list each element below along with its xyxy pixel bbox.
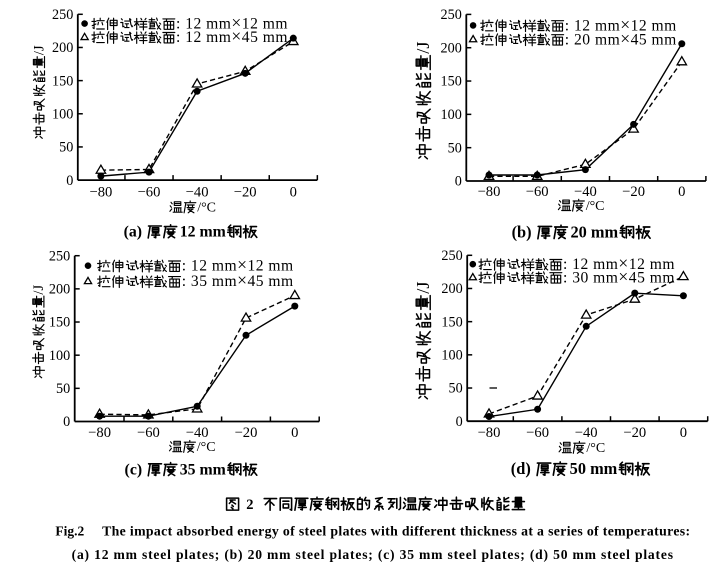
svg-text:−20: −20 bbox=[623, 425, 646, 441]
svg-text:0: 0 bbox=[680, 425, 687, 441]
svg-text:: 12 mm×12 mm: : 12 mm×12 mm bbox=[176, 13, 288, 33]
svg-text:/J: /J bbox=[31, 285, 47, 295]
svg-text:50 mm: 50 mm bbox=[570, 459, 618, 478]
svg-text:−80: −80 bbox=[88, 425, 111, 441]
svg-text:200: 200 bbox=[441, 40, 462, 56]
svg-text:100: 100 bbox=[49, 348, 70, 364]
svg-text:: 35 mm×45 mm: : 35 mm×45 mm bbox=[182, 270, 294, 290]
svg-text:(a): (a) bbox=[124, 224, 146, 241]
svg-text:−60: −60 bbox=[138, 185, 161, 201]
svg-text:Fig.2: Fig.2 bbox=[55, 523, 84, 538]
svg-text:−20: −20 bbox=[234, 185, 257, 201]
svg-text:35 mm: 35 mm bbox=[180, 461, 226, 478]
svg-text:: 12 mm×12 mm: : 12 mm×12 mm bbox=[563, 253, 675, 273]
svg-text:50: 50 bbox=[56, 381, 70, 397]
svg-text:−40: −40 bbox=[575, 425, 598, 441]
svg-text:200: 200 bbox=[52, 40, 73, 56]
svg-text:: 12 mm×12 mm: : 12 mm×12 mm bbox=[182, 255, 294, 275]
svg-text:100: 100 bbox=[52, 106, 73, 122]
svg-text:0: 0 bbox=[678, 184, 685, 200]
svg-text:−80: −80 bbox=[478, 184, 501, 200]
svg-text:−80: −80 bbox=[89, 185, 112, 201]
svg-text:/J: /J bbox=[413, 42, 433, 54]
svg-text:−40: −40 bbox=[574, 184, 597, 200]
svg-text:/°C: /°C bbox=[586, 441, 605, 456]
svg-text:−60: −60 bbox=[137, 425, 160, 441]
svg-text:50: 50 bbox=[449, 381, 463, 397]
svg-text:−20: −20 bbox=[235, 425, 258, 441]
svg-text:100: 100 bbox=[441, 348, 462, 364]
svg-text:50: 50 bbox=[59, 140, 73, 156]
svg-text:250: 250 bbox=[49, 248, 70, 264]
svg-text:0: 0 bbox=[290, 185, 297, 201]
svg-text:250: 250 bbox=[441, 7, 462, 23]
svg-text:150: 150 bbox=[52, 73, 73, 89]
svg-text:0: 0 bbox=[66, 173, 73, 189]
svg-text:−40: −40 bbox=[186, 185, 209, 201]
svg-text:200: 200 bbox=[441, 281, 462, 297]
svg-text:12 mm: 12 mm bbox=[180, 224, 226, 241]
svg-text:0: 0 bbox=[455, 174, 462, 190]
svg-text:−40: −40 bbox=[186, 425, 209, 441]
svg-text:0: 0 bbox=[291, 425, 298, 441]
svg-text:: 12 mm×12 mm: : 12 mm×12 mm bbox=[565, 14, 677, 34]
svg-text:0: 0 bbox=[456, 414, 463, 430]
svg-text:150: 150 bbox=[49, 315, 70, 331]
svg-text:/°C: /°C bbox=[197, 201, 216, 216]
svg-text:−60: −60 bbox=[526, 425, 549, 441]
svg-text:0: 0 bbox=[63, 414, 70, 430]
svg-text:100: 100 bbox=[441, 107, 462, 123]
svg-text:(b): (b) bbox=[512, 222, 536, 241]
svg-text:50: 50 bbox=[448, 140, 462, 156]
svg-text:200: 200 bbox=[49, 282, 70, 298]
svg-text:: 30 mm×45 mm: : 30 mm×45 mm bbox=[563, 266, 675, 286]
svg-text:The impact absorbed energy of: The impact absorbed energy of steel plat… bbox=[102, 523, 690, 538]
svg-text:250: 250 bbox=[441, 248, 462, 264]
svg-text:/J: /J bbox=[32, 45, 48, 55]
svg-text:150: 150 bbox=[441, 314, 462, 330]
svg-text:250: 250 bbox=[52, 7, 73, 23]
svg-text:: 20 mm×45 mm: : 20 mm×45 mm bbox=[565, 28, 677, 48]
svg-text:(c): (c) bbox=[125, 461, 147, 478]
svg-text:−20: −20 bbox=[622, 184, 645, 200]
svg-text:/°C: /°C bbox=[197, 440, 216, 455]
svg-text:2: 2 bbox=[246, 497, 253, 513]
svg-text:(d): (d) bbox=[511, 459, 535, 478]
svg-text:(a) 12 mm steel plates; (b) 20: (a) 12 mm steel plates; (b) 20 mm steel … bbox=[72, 547, 673, 563]
svg-text:: 12 mm×45 mm: : 12 mm×45 mm bbox=[176, 26, 288, 46]
svg-text:−80: −80 bbox=[478, 425, 501, 441]
svg-text:150: 150 bbox=[441, 74, 462, 90]
svg-text:−60: −60 bbox=[526, 184, 549, 200]
svg-text:20 mm: 20 mm bbox=[570, 222, 618, 241]
svg-text:/J: /J bbox=[413, 282, 433, 294]
svg-text:/°C: /°C bbox=[586, 199, 605, 214]
